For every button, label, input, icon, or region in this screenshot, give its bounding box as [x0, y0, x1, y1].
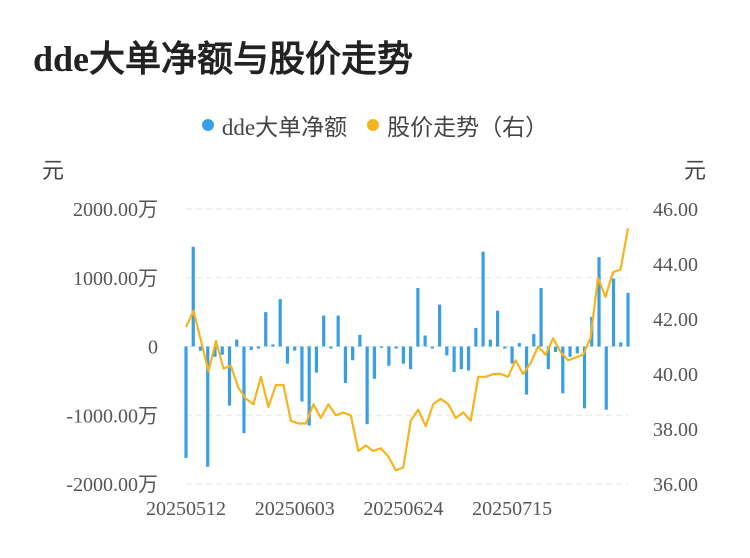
legend-label-dde: dde大单净额: [221, 115, 348, 140]
right-tick-label: 40.00: [653, 364, 698, 386]
dde-bar: [329, 346, 333, 349]
right-axis-unit: 元: [684, 158, 706, 183]
dde-bar: [561, 346, 565, 394]
dde-bar: [307, 346, 311, 426]
dde-bar: [198, 346, 203, 351]
dde-bar: [466, 346, 471, 371]
legend-label-price: 股价走势（右）: [387, 115, 549, 140]
dde-bar: [510, 346, 514, 364]
left-axis-ticks: 2000.00万 1000.00万 0 -1000.00万 -2000.00万: [66, 199, 158, 496]
dde-bar: [372, 346, 376, 379]
dde-bar: [249, 346, 253, 350]
x-tick-label: 20250603: [255, 498, 335, 520]
x-tick-label: 20250512: [146, 498, 226, 520]
dde-bar: [191, 246, 195, 347]
dde-bar: [495, 310, 500, 347]
left-tick-label: 2000.00万: [73, 199, 158, 221]
left-tick-label: 0: [148, 337, 158, 359]
dde-bar: [532, 334, 536, 347]
dde-bar: [597, 257, 601, 347]
left-tick-label: 1000.00万: [73, 268, 158, 290]
dde-bar: [568, 346, 572, 357]
dde-bar: [604, 346, 608, 410]
dde-bar: [220, 346, 224, 355]
dde-bar: [256, 346, 261, 349]
dde-bar: [445, 346, 449, 356]
dde-bar: [401, 346, 405, 364]
right-tick-label: 42.00: [653, 309, 698, 331]
dde-bar: [264, 312, 268, 347]
dde-bar: [423, 335, 427, 347]
dde-bar: [235, 339, 239, 347]
dde-bar: [481, 251, 485, 347]
x-tick-label: 20250715: [472, 498, 552, 520]
dde-bar: [546, 346, 550, 370]
dde-bar: [285, 346, 290, 364]
dde-bar: [184, 346, 188, 458]
dde-bar: [336, 315, 340, 347]
dde-bar: [452, 346, 456, 372]
dde-bar: [409, 346, 413, 370]
dde-bar: [343, 346, 348, 383]
legend: dde大单净额 股价走势（右）: [0, 108, 750, 142]
dde-bar: [553, 346, 558, 352]
chart-title: dde大单净额与股价走势: [33, 39, 414, 79]
dde-bars: [184, 246, 630, 467]
dde-bar: [438, 304, 442, 347]
dde-bar: [227, 346, 232, 406]
legend-marker-dde: [201, 119, 214, 131]
dde-bar: [300, 346, 304, 402]
dde-bar: [582, 346, 587, 409]
right-tick-label: 38.00: [653, 419, 698, 441]
left-tick-label: -2000.00万: [66, 474, 158, 496]
dde-bar: [351, 346, 355, 361]
dde-bar: [416, 288, 420, 347]
x-tick-label: 20250624: [363, 498, 443, 520]
right-tick-label: 44.00: [653, 254, 698, 276]
dde-bar: [206, 346, 210, 467]
dde-bar: [213, 346, 217, 357]
dde-bar: [387, 346, 391, 366]
dde-bar: [575, 346, 579, 354]
dde-bar: [394, 346, 398, 349]
legend-marker-price: [367, 119, 380, 131]
dde-bar: [503, 346, 507, 349]
dde-bar: [474, 327, 478, 347]
right-axis-ticks: 46.00 44.00 42.00 40.00 38.00 36.00: [653, 199, 698, 496]
dde-bar: [611, 278, 616, 347]
dde-bar: [242, 346, 246, 434]
price-line: [184, 228, 630, 472]
dde-bar: [358, 334, 362, 347]
left-axis-unit: 元: [42, 158, 64, 183]
right-tick-label: 46.00: [653, 199, 698, 221]
dde-bar: [314, 346, 319, 373]
dde-bar: [619, 342, 623, 347]
dde-bar: [380, 346, 384, 348]
dde-bar: [293, 346, 297, 351]
right-tick-label: 36.00: [653, 474, 698, 496]
dde-bar: [365, 346, 369, 425]
left-tick-label: -1000.00万: [66, 405, 158, 427]
dde-bar: [626, 292, 630, 347]
legend-item-price[interactable]: 股价走势（右）: [367, 108, 548, 142]
x-axis-ticks: 20250512 20250603 20250624 20250715: [146, 498, 552, 520]
dde-bar: [517, 343, 521, 347]
dde-bar: [539, 288, 543, 347]
dde-bar: [322, 315, 326, 347]
dde-bar: [278, 299, 282, 347]
legend-item-dde[interactable]: dde大单净额: [201, 108, 348, 142]
dde-bar: [430, 346, 434, 349]
dde-bar: [271, 344, 275, 347]
price-line-path: [184, 228, 630, 472]
dde-bar: [488, 339, 492, 347]
dde-bar: [459, 346, 463, 370]
